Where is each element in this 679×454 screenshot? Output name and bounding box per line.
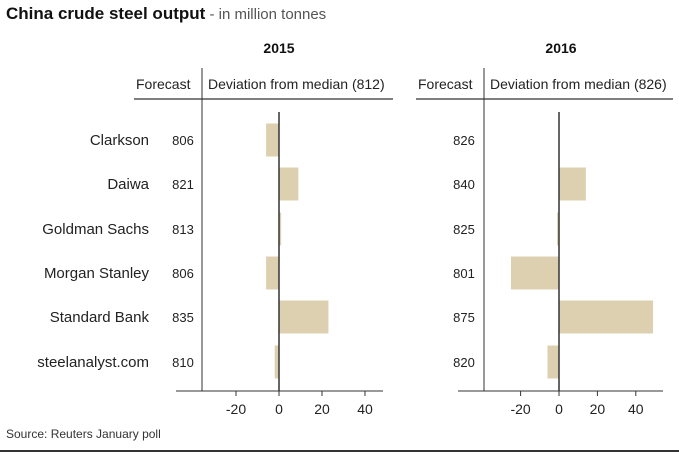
deviation-bar: [266, 123, 279, 157]
source-note: Source: Reuters January poll: [6, 427, 161, 441]
forecast-value: 801: [453, 266, 475, 281]
x-tick-label: -20: [510, 401, 530, 417]
deviation-bar: [559, 167, 586, 201]
deviation-bar: [559, 300, 654, 334]
x-tick-label: 20: [314, 401, 330, 417]
x-tick-label: 0: [275, 401, 283, 417]
x-tick-label: -20: [226, 401, 246, 417]
x-tick-label: 40: [628, 401, 644, 417]
bottom-rule: [0, 450, 679, 452]
forecast-value: 840: [453, 177, 475, 192]
forecast-value: 821: [172, 177, 194, 192]
forecast-value: 820: [453, 355, 475, 370]
panel-title: 2016: [545, 40, 576, 56]
deviation-bar: [274, 345, 279, 379]
forecast-value: 810: [172, 355, 194, 370]
forecast-value: 806: [172, 133, 194, 148]
deviation-bar: [547, 345, 559, 379]
deviation-bar: [266, 256, 279, 290]
deviation-bar: [511, 256, 559, 290]
row-label: Standard Bank: [50, 309, 150, 326]
deviation-bar: [279, 300, 329, 334]
row-label: Morgan Stanley: [44, 265, 150, 282]
chart-title: China crude steel output: [6, 4, 206, 23]
deviation-header: Deviation from median (812): [208, 76, 385, 92]
row-label: Daiwa: [107, 176, 149, 193]
forecast-header: Forecast: [136, 76, 191, 92]
chart-title-block: China crude steel output - in million to…: [6, 4, 326, 24]
deviation-bar: [279, 212, 282, 246]
forecast-header: Forecast: [418, 76, 473, 92]
row-label: steelanalyst.com: [37, 354, 149, 371]
forecast-value: 826: [453, 133, 475, 148]
x-tick-label: 40: [357, 401, 373, 417]
x-tick-label: 0: [555, 401, 563, 417]
row-label: Clarkson: [90, 132, 149, 149]
forecast-value: 825: [453, 222, 475, 237]
forecast-value: 875: [453, 310, 475, 325]
forecast-value: 813: [172, 222, 194, 237]
forecast-value: 835: [172, 310, 194, 325]
deviation-bar: [279, 167, 299, 201]
panel-title: 2015: [263, 40, 294, 56]
deviation-header: Deviation from median (826): [490, 76, 667, 92]
chart-subtitle: - in million tonnes: [205, 6, 327, 23]
row-label: Goldman Sachs: [42, 221, 149, 238]
deviation-bar: [557, 212, 559, 246]
forecast-value: 806: [172, 266, 194, 281]
x-tick-label: 20: [590, 401, 606, 417]
